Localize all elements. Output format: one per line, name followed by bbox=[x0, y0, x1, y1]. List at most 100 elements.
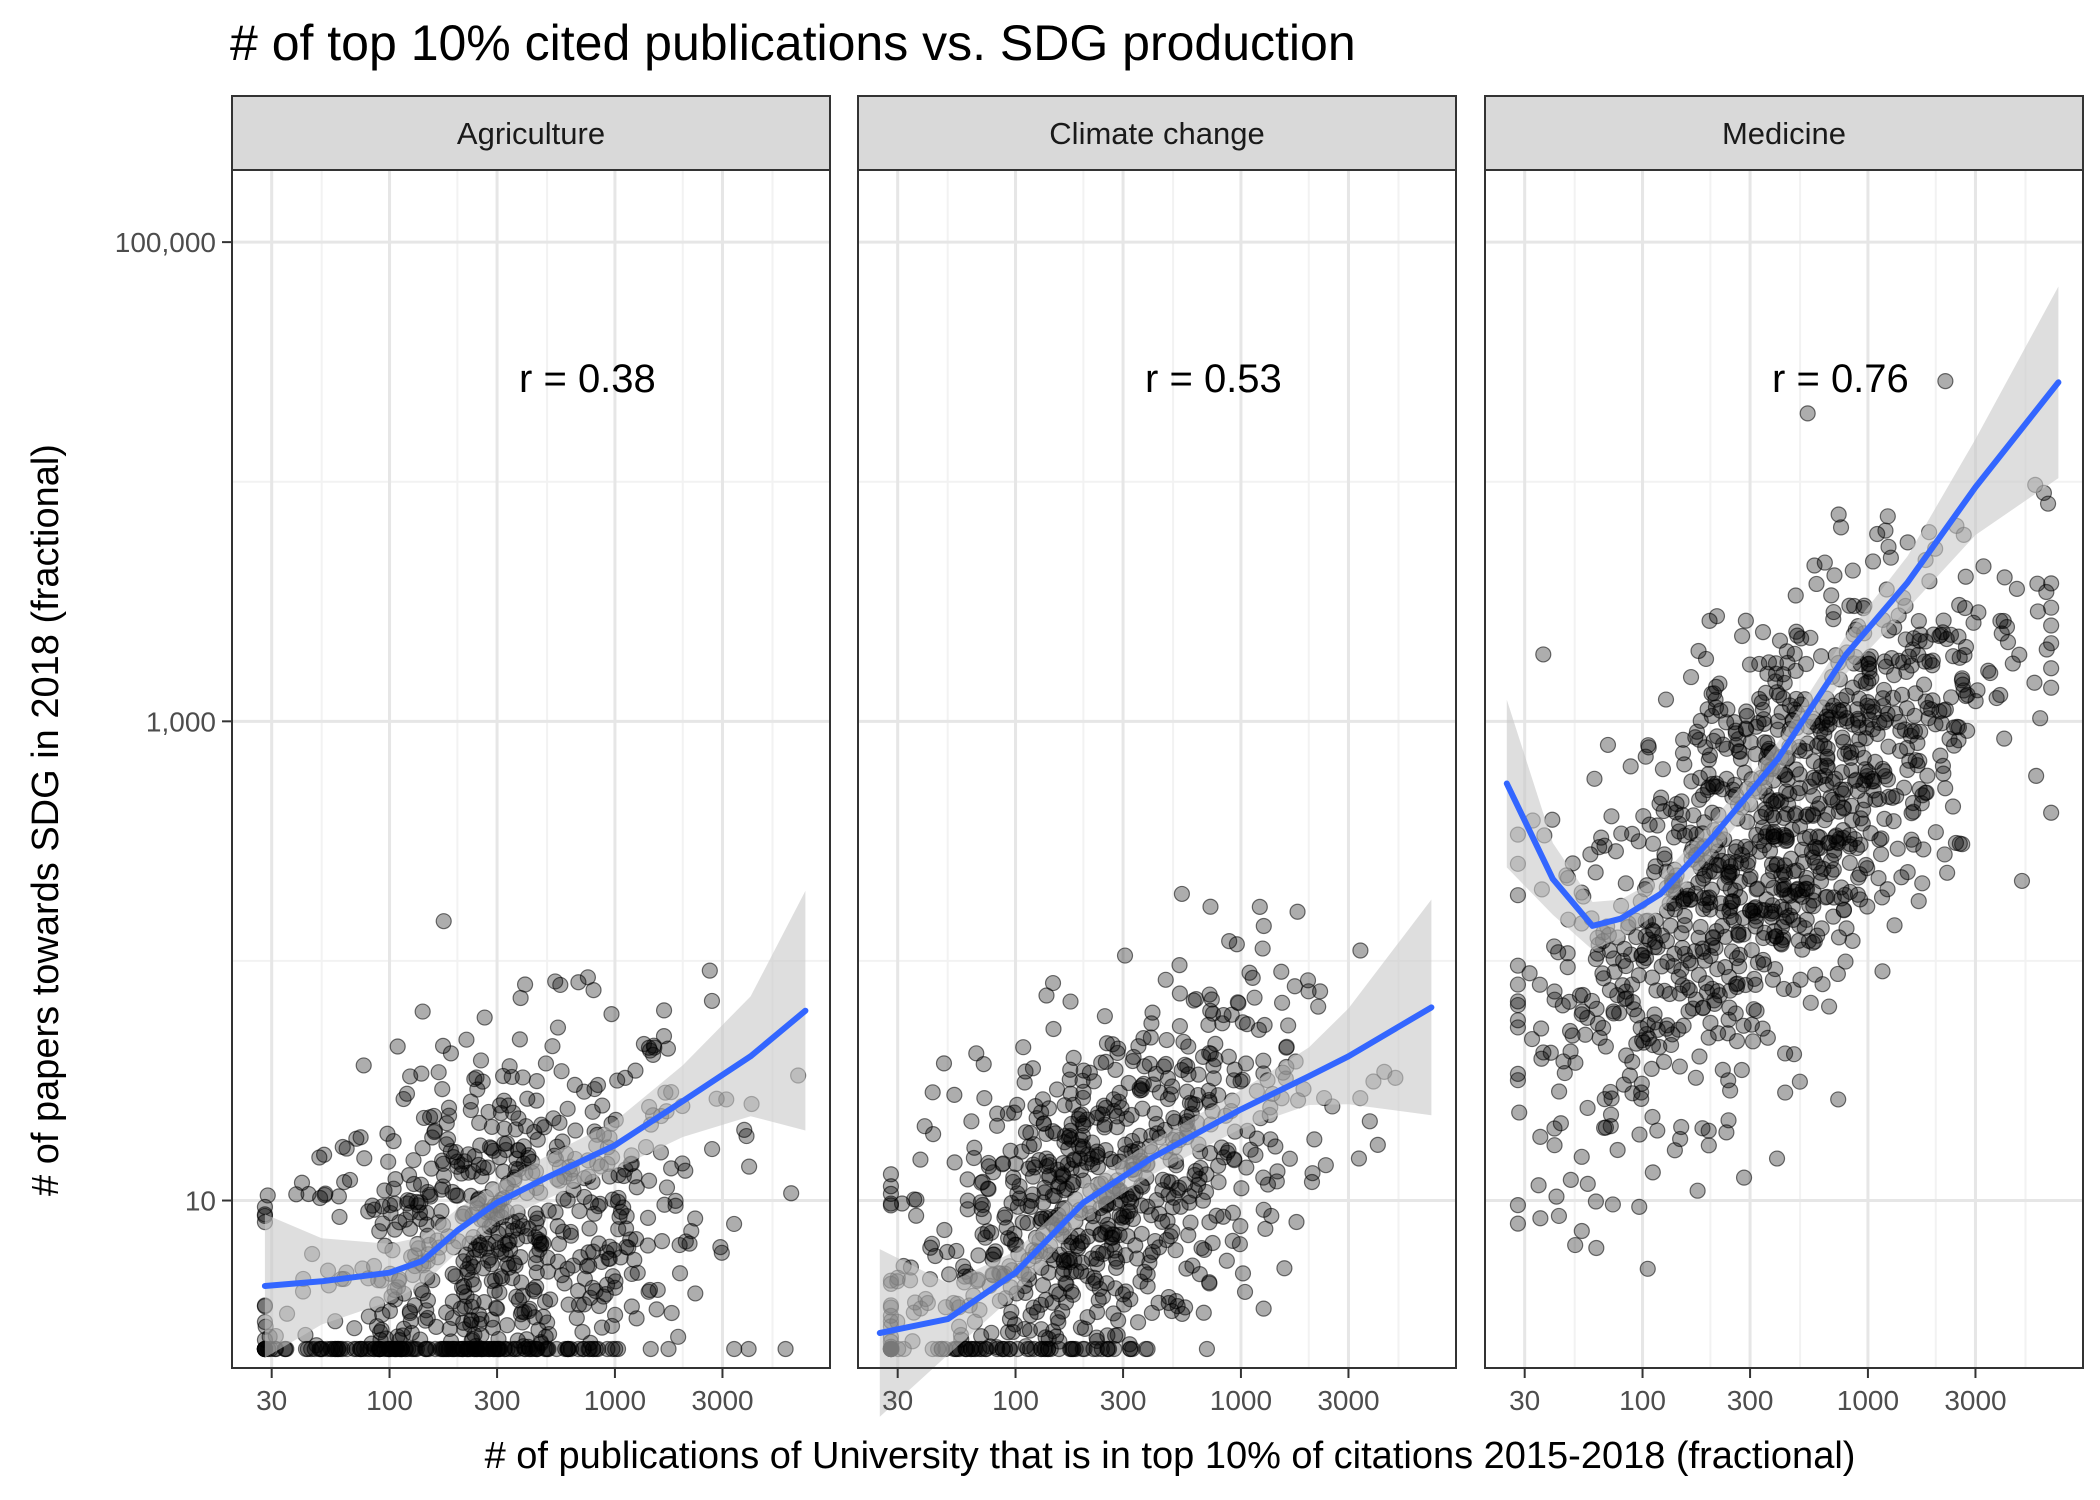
data-point bbox=[1911, 632, 1928, 650]
data-point bbox=[1048, 1081, 1066, 1098]
data-point bbox=[1870, 870, 1887, 887]
data-point bbox=[1644, 1164, 1661, 1181]
data-point bbox=[1898, 663, 1915, 681]
x-tick-label: 1000 bbox=[584, 1385, 646, 1416]
data-point bbox=[1186, 1182, 1203, 1199]
data-point bbox=[1178, 1083, 1196, 1100]
data-point bbox=[1552, 1115, 1569, 1132]
data-point bbox=[1269, 1163, 1286, 1180]
data-point bbox=[1998, 618, 2016, 636]
data-point bbox=[1045, 1020, 1062, 1038]
data-point bbox=[946, 1154, 963, 1171]
data-point bbox=[1040, 1153, 1058, 1171]
data-point bbox=[1196, 1241, 1213, 1258]
data-point bbox=[1927, 824, 1944, 841]
data-point bbox=[1655, 802, 1672, 820]
data-point bbox=[658, 1179, 676, 1196]
data-point bbox=[1805, 769, 1822, 786]
data-point bbox=[1236, 1283, 1254, 1301]
data-point bbox=[1121, 1336, 1138, 1353]
data-point bbox=[1160, 1294, 1177, 1312]
data-point bbox=[1837, 781, 1854, 798]
data-point bbox=[1735, 1017, 1752, 1034]
data-point bbox=[1089, 1105, 1107, 1122]
data-point bbox=[1773, 704, 1790, 721]
data-point bbox=[1369, 1136, 1386, 1153]
data-point bbox=[667, 1192, 684, 1209]
data-point bbox=[1602, 1106, 1620, 1123]
panel-border bbox=[1484, 169, 2084, 1369]
data-point bbox=[1864, 553, 1882, 570]
data-point bbox=[483, 1256, 500, 1273]
data-point bbox=[1210, 1157, 1227, 1174]
data-point bbox=[1129, 1314, 1147, 1331]
data-point bbox=[1786, 645, 1803, 662]
data-point bbox=[418, 1302, 435, 1319]
data-point bbox=[1064, 1286, 1082, 1303]
data-point bbox=[1893, 869, 1910, 886]
data-point bbox=[1773, 867, 1790, 884]
data-point bbox=[1171, 985, 1188, 1002]
data-point bbox=[1712, 895, 1729, 912]
data-point bbox=[1085, 1073, 1103, 1090]
data-point bbox=[1809, 840, 1826, 857]
data-point bbox=[544, 1038, 561, 1055]
data-point bbox=[1038, 987, 1055, 1004]
data-point bbox=[1317, 1157, 1334, 1174]
data-point bbox=[1108, 1259, 1125, 1277]
data-point bbox=[433, 1152, 451, 1169]
data-point bbox=[1117, 1283, 1134, 1300]
data-point bbox=[1635, 808, 1652, 825]
data-point bbox=[1117, 1247, 1134, 1264]
data-point bbox=[1532, 1210, 1549, 1227]
data-point bbox=[513, 1274, 530, 1291]
data-point bbox=[1350, 1150, 1368, 1167]
data-point bbox=[681, 1235, 698, 1252]
data-point bbox=[1951, 649, 1968, 666]
data-point bbox=[1880, 538, 1897, 555]
data-point bbox=[575, 1340, 592, 1358]
data-point bbox=[503, 1068, 520, 1086]
data-point bbox=[1838, 920, 1855, 937]
data-point bbox=[963, 1113, 980, 1130]
data-point bbox=[660, 1340, 677, 1358]
data-point bbox=[1755, 711, 1772, 728]
data-point bbox=[444, 1309, 461, 1327]
data-point bbox=[965, 1149, 982, 1167]
data-point bbox=[483, 1311, 500, 1328]
data-point bbox=[444, 1265, 461, 1283]
data-point bbox=[703, 992, 721, 1010]
data-point bbox=[1588, 1000, 1605, 1017]
data-point bbox=[466, 1148, 483, 1165]
panel-border bbox=[857, 169, 1457, 1369]
data-point bbox=[580, 1244, 597, 1261]
data-point bbox=[1014, 1214, 1031, 1231]
data-point bbox=[1884, 689, 1902, 706]
y-tick-label: 1,000 bbox=[146, 706, 216, 737]
data-point bbox=[1509, 1197, 1527, 1214]
data-point bbox=[1671, 1058, 1688, 1075]
data-point bbox=[1767, 831, 1784, 848]
data-point bbox=[356, 1150, 373, 1167]
data-point bbox=[713, 1244, 730, 1261]
data-point bbox=[1956, 647, 1973, 664]
data-point bbox=[1158, 1031, 1175, 1049]
data-point bbox=[1230, 994, 1247, 1012]
data-point bbox=[976, 1089, 993, 1107]
data-point bbox=[1579, 1099, 1596, 1117]
data-point bbox=[1159, 1212, 1176, 1230]
data-point bbox=[648, 1301, 665, 1318]
data-point bbox=[425, 1107, 443, 1125]
data-point bbox=[1776, 857, 1793, 874]
data-point bbox=[1038, 1158, 1055, 1175]
data-point bbox=[1255, 1300, 1272, 1317]
data-point bbox=[1769, 713, 1787, 730]
data-point bbox=[514, 1287, 531, 1304]
data-point bbox=[1707, 699, 1725, 716]
data-point bbox=[1511, 1104, 1528, 1121]
data-point bbox=[1070, 1227, 1087, 1244]
data-point bbox=[1996, 569, 2013, 586]
data-point bbox=[427, 1340, 444, 1358]
data-point bbox=[1702, 1014, 1719, 1031]
data-point bbox=[1862, 648, 1879, 665]
